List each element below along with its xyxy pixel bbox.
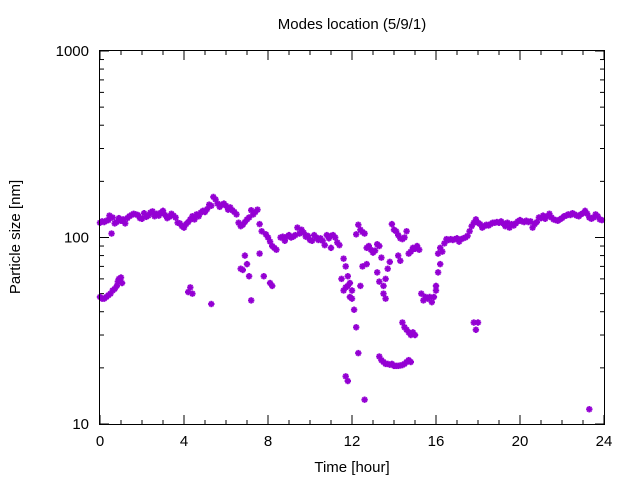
data-point xyxy=(472,326,480,333)
y-axis-label: Particle size [nm] xyxy=(7,180,24,294)
data-point xyxy=(321,241,328,249)
data-point xyxy=(187,284,194,291)
data-point xyxy=(344,282,351,290)
data-point xyxy=(344,377,351,385)
data-point xyxy=(258,228,265,235)
data-point xyxy=(233,211,240,218)
data-point xyxy=(353,324,360,331)
data-point xyxy=(189,290,196,297)
data-point xyxy=(395,252,402,259)
x-tick-label: 24 xyxy=(596,433,613,450)
x-tick-label: 12 xyxy=(344,433,361,450)
data-point xyxy=(382,275,389,283)
data-point xyxy=(239,266,246,274)
data-point xyxy=(350,306,358,313)
data-point xyxy=(344,273,351,280)
data-point xyxy=(269,282,276,290)
data-point xyxy=(386,258,393,266)
data-point xyxy=(376,278,383,285)
x-tick-label: 20 xyxy=(512,433,529,450)
data-point xyxy=(361,396,368,403)
data-point xyxy=(208,202,215,209)
data-point xyxy=(439,248,446,255)
data-point xyxy=(342,263,349,270)
data-point xyxy=(384,265,391,272)
y-tick-labels: 10 100 1000 xyxy=(56,43,89,433)
data-point xyxy=(374,269,381,276)
data-point xyxy=(411,331,419,339)
x-tick-label: 16 xyxy=(428,433,445,450)
x-tick-label: 4 xyxy=(180,433,188,450)
x-tick-label: 8 xyxy=(264,433,272,450)
data-point xyxy=(382,295,389,302)
data-point xyxy=(256,250,263,257)
data-point xyxy=(430,293,438,301)
data-point xyxy=(348,287,356,294)
data-point xyxy=(355,349,362,357)
data-point xyxy=(243,260,251,268)
x-axis-label: Time [hour] xyxy=(314,459,389,476)
y-tick-label: 1000 xyxy=(56,43,89,60)
axis-ticks xyxy=(99,50,605,425)
data-point xyxy=(380,282,387,290)
data-point xyxy=(428,298,435,306)
data-point xyxy=(363,260,370,268)
x-tick-label: 0 xyxy=(96,433,104,450)
data-point xyxy=(254,206,261,213)
data-point xyxy=(122,220,129,227)
data-point xyxy=(256,220,263,228)
data-point xyxy=(371,247,379,254)
data-point xyxy=(401,234,408,241)
data-point xyxy=(357,282,364,290)
data-point xyxy=(403,228,410,235)
data-point xyxy=(340,255,347,262)
data-point xyxy=(434,269,442,276)
data-point xyxy=(273,246,280,253)
data-point xyxy=(529,224,536,231)
data-point xyxy=(380,290,387,297)
data-point xyxy=(308,237,316,245)
data-point xyxy=(474,319,482,326)
data-point xyxy=(248,297,255,304)
data-point xyxy=(397,257,404,265)
data-point xyxy=(348,295,356,302)
data-point xyxy=(117,274,125,281)
x-tick-labels: 0 4 8 12 16 20 24 xyxy=(96,433,613,450)
data-point xyxy=(416,246,423,253)
data-point xyxy=(527,218,534,225)
data-points xyxy=(96,193,606,413)
data-point xyxy=(466,228,473,235)
data-point xyxy=(336,241,343,249)
data-point xyxy=(260,273,267,280)
data-point xyxy=(332,234,339,241)
data-point xyxy=(105,216,112,224)
data-point xyxy=(118,279,126,287)
data-point xyxy=(586,406,593,413)
data-point xyxy=(108,230,115,237)
data-point xyxy=(172,214,179,221)
data-point xyxy=(355,221,362,228)
plot-frame xyxy=(99,50,605,425)
data-point xyxy=(338,275,345,283)
data-point xyxy=(399,319,406,326)
data-point xyxy=(245,273,253,280)
data-point xyxy=(407,358,414,366)
data-point xyxy=(378,254,385,261)
data-point xyxy=(437,260,444,268)
data-point xyxy=(361,230,368,237)
chart-title: Modes location (5/9/1) xyxy=(278,16,426,33)
data-point xyxy=(388,220,396,228)
data-point xyxy=(353,231,360,238)
data-point xyxy=(208,300,215,308)
data-point xyxy=(392,228,400,235)
data-point xyxy=(426,293,433,301)
data-point xyxy=(327,244,335,252)
y-tick-label: 100 xyxy=(64,230,89,247)
data-point xyxy=(376,242,383,250)
data-point xyxy=(432,282,440,290)
y-tick-label: 10 xyxy=(72,416,89,433)
data-point xyxy=(241,252,249,259)
data-point xyxy=(109,214,116,221)
